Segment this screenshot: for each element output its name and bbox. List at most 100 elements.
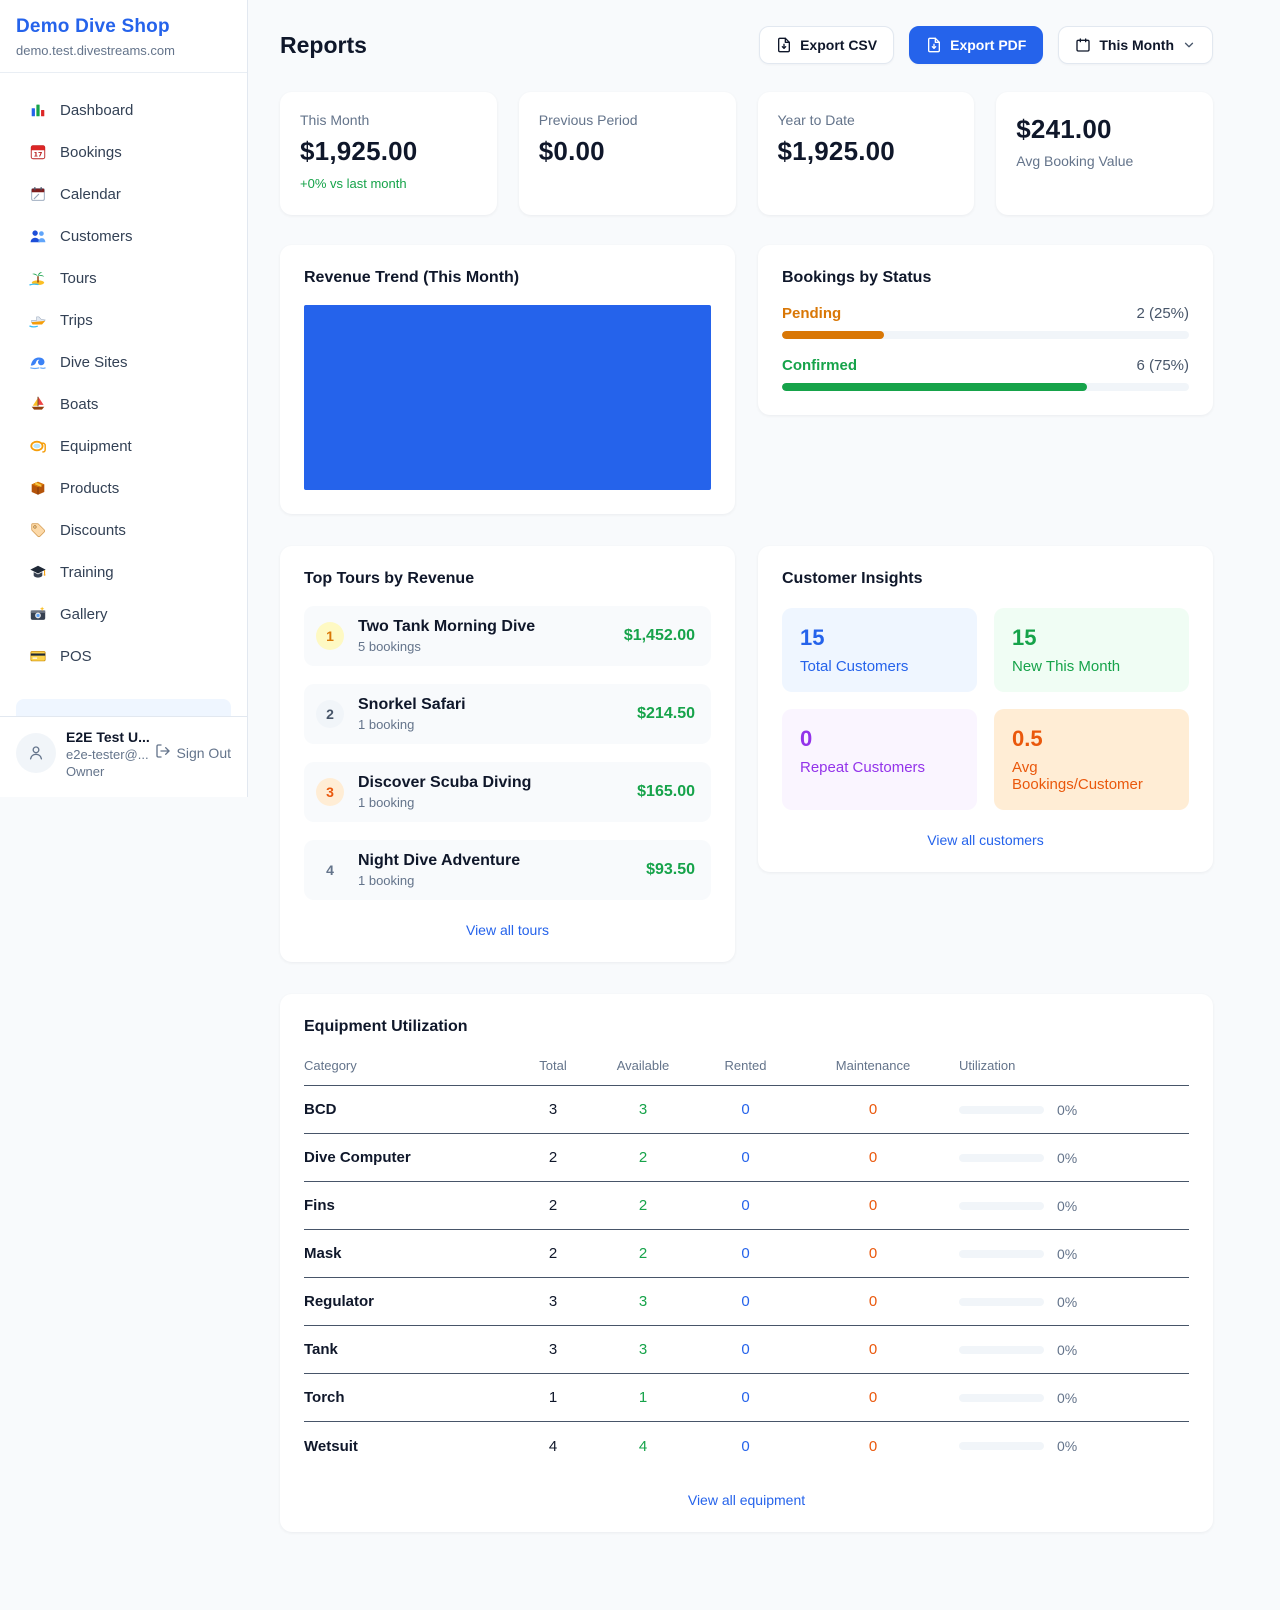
credit-card-icon [28, 646, 48, 666]
tour-info: Night Dive Adventure 1 booking [358, 852, 520, 888]
utilization-bar [959, 1105, 1044, 1114]
stats-row: This Month $1,925.00 +0% vs last month P… [280, 92, 1213, 215]
package-icon [28, 478, 48, 498]
tour-revenue: $165.00 [637, 783, 695, 800]
sidebar-user-footer: E2E Test U... e2e-tester@... Owner Sign … [0, 716, 247, 797]
insight-tile: 0 Repeat Customers [782, 709, 977, 810]
equipment-rented: 0 [741, 1341, 750, 1358]
bookings-by-status-title: Bookings by Status [782, 269, 932, 286]
nav-label: Equipment [60, 437, 132, 455]
equipment-category: Dive Computer [304, 1149, 411, 1166]
status-head: Confirmed 6 (75%) [782, 357, 1189, 374]
equipment-table-row: Torch 1 1 0 0 0% [304, 1374, 1189, 1422]
people-icon [28, 226, 48, 246]
utilization-percent: 0% [1057, 1341, 1078, 1358]
sidebar-item-dashboard[interactable]: Dashboard [16, 89, 231, 131]
sign-out-button[interactable]: Sign Out [155, 743, 231, 762]
status-progress-fill [782, 383, 1088, 391]
insight-tile: 15 Total Customers [782, 608, 977, 692]
tour-row: 2 Snorkel Safari 1 booking $214.50 [304, 684, 711, 744]
nav-label: Discounts [60, 521, 126, 539]
equipment-maintenance: 0 [868, 1389, 878, 1406]
nav-label: Dive Sites [60, 353, 128, 371]
main-content: Reports Export CSV Export PDF This Month [248, 0, 1280, 1572]
stat-value: $241.00 [1016, 114, 1112, 144]
sidebar-item-discounts[interactable]: Discounts [16, 509, 231, 551]
insights-grid: 15 Total Customers 15 New This Month 0 R… [782, 608, 1189, 810]
sidebar-nav: Dashboard 17 Bookings Calendar Customers… [0, 73, 247, 729]
sign-out-icon [155, 743, 171, 762]
sidebar-item-gallery[interactable]: Gallery [16, 593, 231, 635]
col-rented: Rented [724, 1058, 767, 1073]
tour-revenue: $93.50 [646, 861, 695, 878]
sidebar-item-products[interactable]: Products [16, 467, 231, 509]
user-info: E2E Test U... e2e-tester@... Owner [66, 729, 150, 779]
utilization-percent: 0% [1057, 1245, 1078, 1262]
tour-name: Two Tank Morning Dive [358, 618, 536, 635]
period-label: This Month [1099, 37, 1174, 53]
revenue-trend-chart [304, 305, 711, 490]
col-utilization: Utilization [959, 1058, 1016, 1073]
sidebar-item-pos[interactable]: POS [16, 635, 231, 677]
utilization-bar [959, 1249, 1044, 1258]
view-all-tours-link[interactable]: View all tours [465, 922, 549, 938]
sidebar-item-calendar[interactable]: Calendar [16, 173, 231, 215]
insight-tile: 15 New This Month [994, 608, 1189, 692]
insight-value: 0 [800, 726, 813, 751]
equipment-available: 4 [638, 1437, 648, 1455]
equipment-category: Wetsuit [304, 1437, 358, 1455]
status-count: 2 (25%) [1136, 305, 1189, 322]
sidebar-item-customers[interactable]: Customers [16, 215, 231, 257]
tour-row: 4 Night Dive Adventure 1 booking $93.50 [304, 840, 711, 900]
equipment-utilization-cell: 0% [943, 1438, 1189, 1454]
view-all-equipment-link[interactable]: View all equipment [687, 1492, 806, 1508]
calendar-date-icon: 17 [28, 142, 48, 162]
stat-delta: +0% vs last month [300, 176, 407, 191]
brand-title[interactable]: Demo Dive Shop [16, 16, 170, 37]
equipment-total: 3 [548, 1341, 558, 1358]
equipment-utilization-cell: 0% [943, 1198, 1189, 1214]
equipment-rented: 0 [741, 1389, 750, 1406]
sidebar-item-equipment[interactable]: Equipment [16, 425, 231, 467]
tour-revenue: $214.50 [637, 705, 695, 722]
sidebar-item-bookings[interactable]: 17 Bookings [16, 131, 231, 173]
file-icon [926, 37, 942, 53]
equipment-category: Mask [304, 1245, 342, 1262]
stat-label: Year to Date [777, 112, 855, 128]
status-progress-fill [782, 331, 884, 339]
sidebar-item-trips[interactable]: Trips [16, 299, 231, 341]
equipment-utilization-cell: 0% [943, 1342, 1189, 1358]
charts-row: Revenue Trend (This Month) Bookings by S… [280, 245, 1213, 514]
period-dropdown[interactable]: This Month [1058, 26, 1213, 64]
tour-row: 1 Two Tank Morning Dive 5 bookings $1,45… [304, 606, 711, 666]
sidebar-item-dive-sites[interactable]: Dive Sites [16, 341, 231, 383]
file-icon [776, 37, 792, 53]
export-pdf-button[interactable]: Export PDF [909, 26, 1044, 64]
equipment-table-row: Fins 2 2 0 0 0% [304, 1182, 1189, 1230]
stat-card-this-month: This Month $1,925.00 +0% vs last month [280, 92, 497, 215]
status-label: Confirmed [782, 357, 857, 374]
equipment-utilization-cell: 0% [943, 1294, 1189, 1310]
sidebar-item-boats[interactable]: Boats [16, 383, 231, 425]
equipment-utilization-cell: 0% [943, 1102, 1189, 1118]
nav-label: POS [60, 647, 92, 665]
sidebar-item-training[interactable]: Training [16, 551, 231, 593]
tour-info: Snorkel Safari 1 booking [358, 696, 466, 732]
page-header: Reports Export CSV Export PDF This Month [280, 26, 1213, 64]
revenue-trend-title: Revenue Trend (This Month) [304, 269, 520, 286]
equipment-rented: 0 [741, 1245, 750, 1262]
equipment-rented: 0 [741, 1149, 750, 1166]
export-csv-button[interactable]: Export CSV [759, 26, 895, 64]
equipment-total: 4 [548, 1437, 558, 1455]
status-progress-track [782, 383, 1189, 391]
status-row: Pending 2 (25%) [782, 305, 1189, 339]
graduation-cap-icon [28, 562, 48, 582]
palm-island-icon [28, 268, 48, 288]
utilization-bar [959, 1153, 1044, 1162]
tour-name: Night Dive Adventure [358, 852, 521, 869]
utilization-percent: 0% [1057, 1389, 1078, 1406]
equipment-available: 2 [638, 1149, 648, 1166]
view-all-customers-link[interactable]: View all customers [927, 832, 1044, 848]
stat-label: Avg Booking Value [1016, 153, 1134, 169]
sidebar-item-tours[interactable]: Tours [16, 257, 231, 299]
